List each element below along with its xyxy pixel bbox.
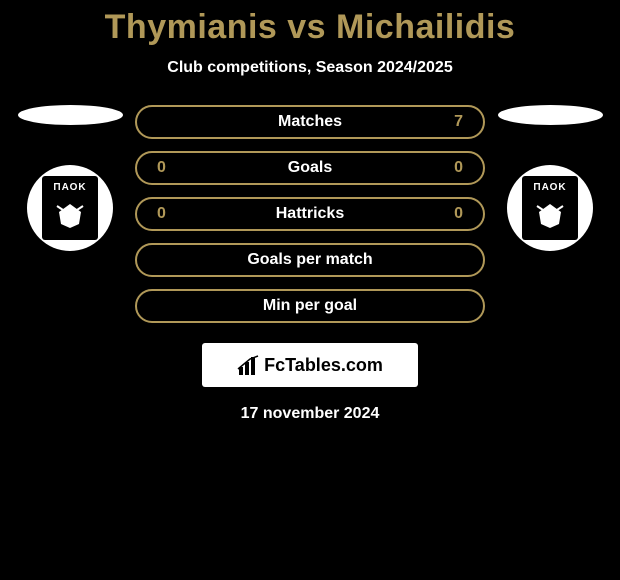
stat-right-value: 0 [423,159,463,177]
subtitle: Club competitions, Season 2024/2025 [0,59,620,77]
stat-label: Hattricks [197,205,423,223]
player-right-column: ΠΑΟΚ [495,105,605,251]
bar-chart-icon [237,355,261,375]
player-left-club-logo: ΠΑΟΚ [27,165,113,251]
club-logo-text-right: ΠΑΟΚ [533,182,566,193]
site-badge: FcTables.com [202,343,418,387]
stat-row: 0 Goals 0 [135,151,485,185]
stat-row: Goals per match [135,243,485,277]
date-label: 17 november 2024 [0,405,620,423]
stat-row: Matches 7 [135,105,485,139]
eagle-icon [533,200,567,230]
player-right-club-logo: ΠΑΟΚ [507,165,593,251]
stat-left-value: 0 [157,159,197,177]
paok-badge-icon: ΠΑΟΚ [42,176,98,240]
stat-label: Matches [197,113,423,131]
player-right-name-pill [498,105,603,125]
page-title: Thymianis vs Michailidis [0,0,620,47]
stat-right-value: 0 [423,205,463,223]
stat-row: 0 Hattricks 0 [135,197,485,231]
stat-row: Min per goal [135,289,485,323]
site-name: FcTables.com [264,355,383,376]
comparison-panel: ΠΑΟΚ Matches 7 0 Goals 0 0 Hattricks 0 [0,105,620,323]
eagle-icon [53,200,87,230]
club-logo-text-left: ΠΑΟΚ [53,182,86,193]
stat-label: Min per goal [197,297,423,315]
stat-right-value: 7 [423,113,463,131]
stat-label: Goals [197,159,423,177]
player-left-column: ΠΑΟΚ [15,105,125,251]
paok-badge-icon: ΠΑΟΚ [522,176,578,240]
stats-list: Matches 7 0 Goals 0 0 Hattricks 0 Goals … [135,105,485,323]
player-left-name-pill [18,105,123,125]
stat-left-value: 0 [157,205,197,223]
stat-label: Goals per match [197,251,423,269]
